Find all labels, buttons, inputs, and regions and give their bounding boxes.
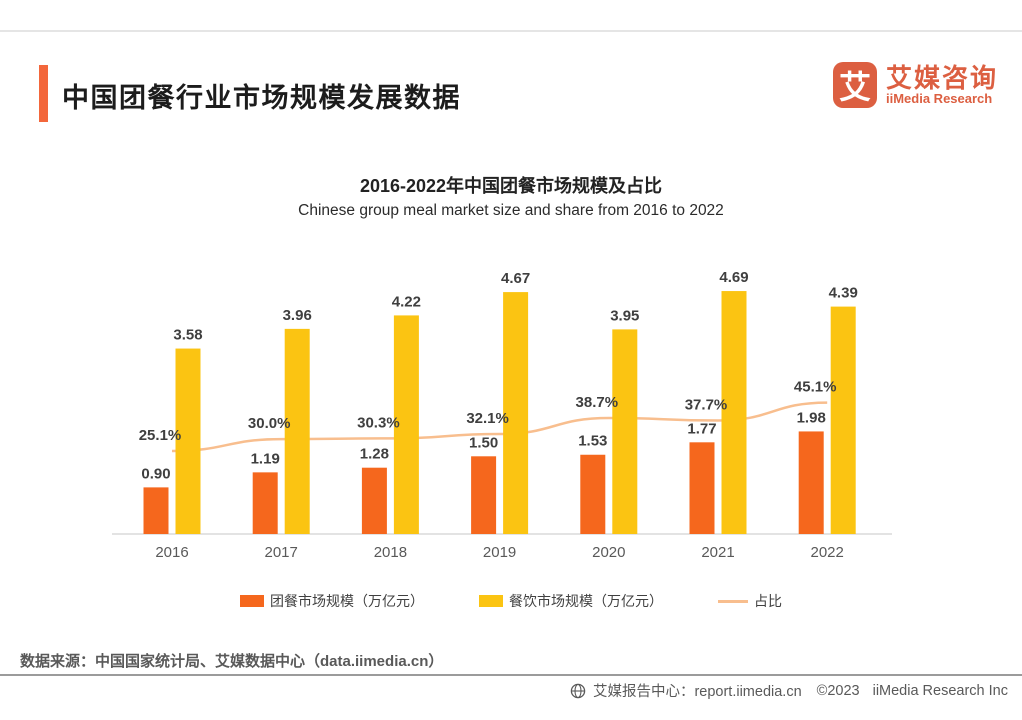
legend-swatch-catering — [479, 595, 503, 607]
market-size-chart: 0.90 3.58 25.1% 2016 1.19 3.96 30.0% 2017 1.28 4.… — [112, 269, 892, 561]
footer-bar: 艾媒报告中心：report.iimedia.cn ©2023 iiMedia R… — [570, 680, 1008, 701]
value-label-group-meal-2017: 1.19 — [251, 450, 280, 467]
bar-group-meal-2020 — [580, 454, 606, 534]
legend-label-group-meal: 团餐市场规模（万亿元） — [270, 593, 424, 609]
value-label-group-meal-2020: 1.53 — [578, 433, 607, 450]
top-divider — [0, 30, 1022, 32]
x-tick-2017: 2017 — [265, 544, 298, 561]
bar-catering-2019 — [503, 292, 529, 534]
legend-label-catering: 餐饮市场规模（万亿元） — [509, 593, 663, 609]
bar-group-meal-2022 — [798, 431, 824, 534]
legend-item-share: 占比 — [718, 591, 782, 611]
value-label-group-meal-2016: 0.90 — [141, 465, 170, 482]
bar-catering-2016 — [175, 348, 201, 534]
chart-legend: 团餐市场规模（万亿元） 餐饮市场规模（万亿元） 占比 — [0, 591, 1022, 611]
value-label-group-meal-2022: 1.98 — [797, 409, 826, 426]
value-label-catering-2016: 3.58 — [173, 327, 202, 344]
title-accent-bar — [39, 65, 48, 122]
bar-group-meal-2017 — [252, 472, 278, 534]
value-label-catering-2018: 4.22 — [392, 293, 421, 310]
legend-label-share: 占比 — [754, 593, 782, 609]
value-label-catering-2021: 4.69 — [719, 269, 748, 286]
legend-swatch-group-meal — [240, 595, 264, 607]
footer-copyright: ©2023 — [816, 682, 860, 699]
value-label-share-2018: 30.3% — [357, 414, 400, 431]
globe-icon — [570, 683, 586, 698]
value-label-share-2017: 30.0% — [248, 415, 291, 432]
value-label-catering-2022: 4.39 — [829, 285, 858, 302]
share-line — [171, 401, 828, 453]
value-label-share-2020: 38.7% — [576, 394, 619, 411]
x-tick-2022: 2022 — [811, 544, 844, 561]
value-label-share-2021: 37.7% — [685, 396, 728, 413]
bar-catering-2020 — [612, 329, 638, 534]
x-tick-2020: 2020 — [592, 544, 625, 561]
bar-group-meal-2019 — [471, 456, 497, 534]
iimedia-logo: 艾 艾媒咨询 iiMedia Research — [833, 62, 998, 108]
bar-catering-2017 — [284, 328, 310, 534]
logo-name-cn: 艾媒咨询 — [886, 62, 999, 93]
x-tick-2019: 2019 — [483, 544, 516, 561]
bar-catering-2022 — [830, 306, 856, 534]
value-label-group-meal-2018: 1.28 — [360, 446, 389, 463]
footer-divider — [0, 674, 1022, 676]
x-tick-2021: 2021 — [701, 544, 734, 561]
bar-catering-2021 — [721, 291, 747, 534]
bar-group-meal-2021 — [689, 442, 715, 534]
legend-item-catering: 餐饮市场规模（万亿元） — [479, 591, 663, 611]
bar-catering-2018 — [393, 315, 419, 534]
logo-text: 艾媒咨询 iiMedia Research — [886, 62, 999, 106]
value-label-group-meal-2019: 1.50 — [469, 434, 498, 451]
legend-item-group-meal: 团餐市场规模（万亿元） — [240, 591, 424, 611]
bar-group-meal-2018 — [361, 467, 387, 534]
chart-title: 2016-2022年中国团餐市场规模及占比 — [359, 176, 663, 196]
chart-subtitle: Chinese group meal market size and share… — [298, 202, 724, 219]
footer-report-center: 艾媒报告中心：report.iimedia.cn — [592, 684, 802, 700]
bar-group-meal-2016 — [143, 487, 169, 534]
value-label-catering-2017: 3.96 — [283, 307, 312, 324]
legend-swatch-share-line — [718, 599, 748, 603]
value-label-share-2022: 45.1% — [794, 379, 837, 396]
value-label-share-2019: 32.1% — [466, 410, 509, 427]
value-label-group-meal-2021: 1.77 — [687, 420, 716, 437]
x-tick-2016: 2016 — [155, 544, 188, 561]
value-label-catering-2020: 3.95 — [610, 307, 639, 324]
page-title: 中国团餐行业市场规模发展数据 — [62, 83, 461, 113]
value-label-share-2016: 25.1% — [139, 427, 182, 444]
value-label-catering-2019: 4.67 — [501, 270, 530, 287]
iimedia-logo-icon: 艾 — [833, 62, 877, 108]
data-source-note: 数据来源：中国国家统计局、艾媒数据中心（data.iimedia.cn） — [20, 653, 444, 670]
logo-name-en: iiMedia Research — [886, 90, 993, 106]
x-tick-2018: 2018 — [374, 544, 407, 561]
footer-company: iiMedia Research Inc — [872, 682, 1008, 699]
